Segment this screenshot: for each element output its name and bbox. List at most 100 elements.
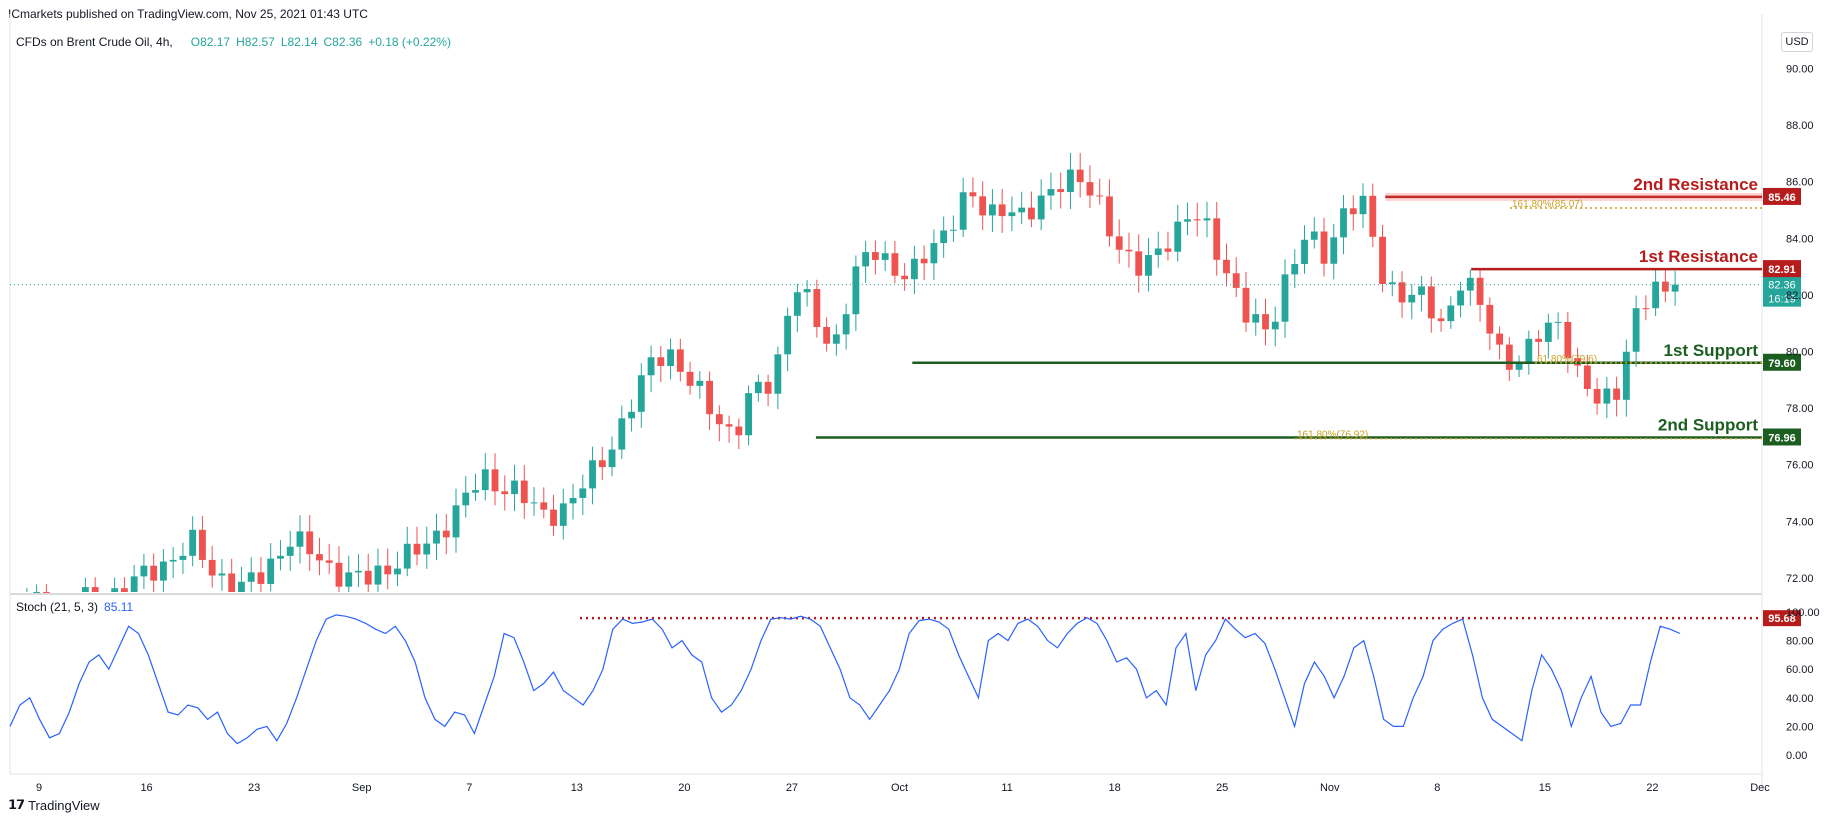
candle-body	[1301, 239, 1308, 264]
candle-body	[238, 581, 245, 592]
candle-body	[686, 371, 694, 386]
candle-body	[452, 505, 460, 538]
candle-body	[306, 531, 314, 555]
stoch-tick-label: 80.00	[1786, 636, 1814, 648]
candle-body	[1369, 195, 1377, 237]
currency-button[interactable]: USD	[1781, 32, 1813, 52]
time-tick-label: 13	[571, 782, 583, 794]
price-tick-label: 80.00	[1786, 346, 1814, 358]
candle-body	[998, 204, 1006, 217]
level-price-badge	[1763, 260, 1801, 278]
candle-body	[803, 289, 811, 293]
candle-body	[169, 559, 177, 562]
candle-body	[1359, 195, 1367, 215]
time-tick-label: 20	[678, 782, 690, 794]
overbought-badge	[1763, 610, 1801, 627]
candle-body	[1184, 219, 1191, 222]
candle-body	[1515, 363, 1523, 370]
stoch-legend[interactable]: Stoch (21, 5, 3) 85.11	[16, 600, 133, 614]
overbought-label: 95.68	[1768, 613, 1796, 625]
candle-body	[1486, 304, 1494, 334]
price-tick-label: 72.00	[1786, 573, 1814, 585]
candle-body	[179, 555, 187, 560]
last-price-label: 82.36	[1768, 280, 1796, 292]
candle-body	[735, 426, 743, 436]
candle-body	[579, 488, 587, 498]
price-tick-label: 76.00	[1786, 460, 1814, 472]
candle-body	[1193, 219, 1201, 221]
candle-body	[160, 561, 167, 581]
stoch-title: Stoch (21, 5, 3)	[16, 600, 99, 614]
candle-body	[598, 460, 606, 468]
candle-body	[501, 491, 509, 495]
candle-body	[1564, 321, 1572, 359]
price-tick-label: 84.00	[1786, 233, 1814, 245]
candle-body	[1613, 388, 1621, 400]
candle-body	[1145, 255, 1152, 276]
stoch-tick-label: 40.00	[1786, 693, 1814, 705]
candle-body	[1652, 281, 1660, 309]
time-tick-label: 8	[1434, 782, 1440, 794]
candle-body	[657, 357, 665, 366]
candle-body	[228, 573, 236, 592]
candle-body	[530, 502, 538, 504]
ohlc-high: H82.57	[236, 35, 275, 49]
candle-body	[569, 497, 577, 504]
level-price-badge	[1763, 187, 1801, 205]
candle-body	[618, 418, 626, 450]
candle-body	[1008, 212, 1016, 217]
candles-layer	[26, 152, 1679, 593]
candle-body	[481, 469, 489, 491]
candle-body	[150, 565, 158, 581]
symbol-name[interactable]: CFDs on Brent Crude Oil, 4h,	[16, 35, 173, 49]
candle-body	[520, 480, 528, 504]
candle-body	[1622, 351, 1630, 400]
candle-body	[316, 554, 323, 561]
candle-body	[813, 289, 821, 327]
candle-body	[218, 573, 226, 576]
candle-body	[1203, 218, 1211, 221]
candle-body	[1291, 263, 1299, 275]
candle-body	[1086, 182, 1094, 196]
candle-body	[1262, 314, 1269, 330]
candle-body	[550, 509, 557, 526]
candle-body	[832, 334, 840, 344]
time-tick-label: 15	[1539, 782, 1551, 794]
candle-body	[1418, 286, 1425, 295]
candle-body	[1213, 218, 1221, 260]
ohlc-open: O82.17	[190, 35, 231, 49]
candle-body	[1037, 195, 1045, 220]
candle-body	[1447, 305, 1455, 322]
candle-body	[1047, 189, 1055, 196]
level-price-badge	[1763, 353, 1801, 371]
candle-body	[676, 349, 684, 372]
candle-body	[511, 480, 518, 495]
candle-body	[540, 502, 548, 510]
level-label: 2nd Support	[1658, 415, 1758, 434]
candle-body	[1310, 231, 1318, 240]
candle-body	[1057, 189, 1065, 193]
time-tick-label: Oct	[891, 782, 908, 794]
candle-body	[1223, 259, 1230, 274]
tradingview-logo-icon: 𝟭𝟳	[8, 797, 25, 812]
time-tick-label: 23	[248, 782, 260, 794]
candle-body	[1535, 338, 1542, 342]
candle-body	[745, 393, 753, 436]
time-tick-label: 7	[466, 782, 472, 794]
candle-body	[1476, 277, 1484, 305]
candle-body	[1427, 286, 1435, 319]
candle-body	[559, 503, 567, 526]
candle-body	[1067, 169, 1074, 193]
footer-brand[interactable]: 𝟭𝟳 TradingView	[8, 797, 100, 813]
time-tick-label: 25	[1216, 782, 1228, 794]
candle-body	[910, 258, 918, 280]
candle-body	[1340, 208, 1347, 238]
candle-body	[1096, 195, 1104, 197]
candle-body	[33, 591, 41, 593]
candle-body	[286, 546, 294, 556]
levels-layer: 82.36 16:19 2nd Resistance 85.46 1st Resista…	[10, 175, 1801, 446]
fib-label: 61.80%(79.6)	[1537, 354, 1597, 365]
candle-body	[1603, 388, 1611, 404]
candle-body	[715, 414, 723, 425]
